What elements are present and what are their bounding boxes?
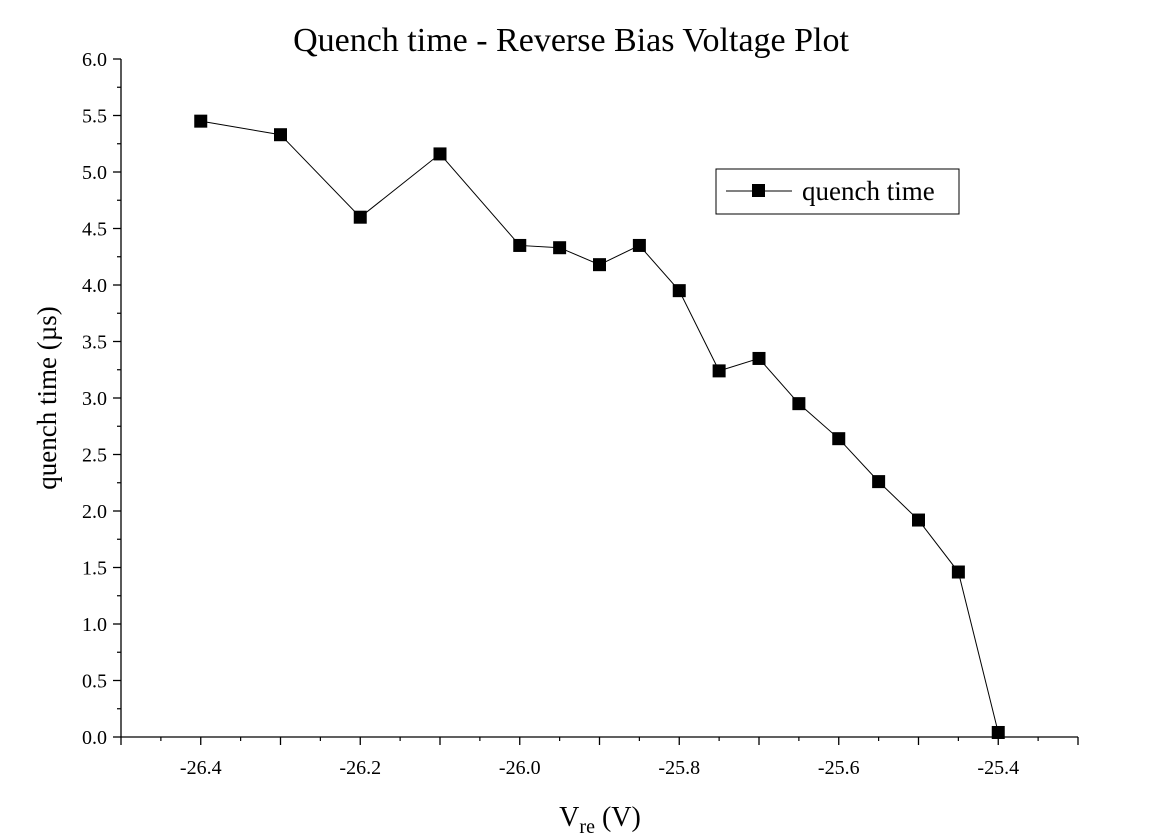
legend-marker <box>752 184 765 197</box>
data-point <box>553 241 567 255</box>
y-tick-label: 5.0 <box>82 162 107 184</box>
legend-label: quench time <box>802 176 935 206</box>
data-point <box>832 432 846 446</box>
x-tick-label: -25.4 <box>977 757 1019 779</box>
x-tick-label: -25.8 <box>658 757 700 779</box>
y-tick-label: 1.0 <box>82 614 107 636</box>
data-point <box>872 475 886 489</box>
x-axis-label-unit: (V) <box>595 802 641 833</box>
data-point <box>194 114 208 128</box>
y-tick-label: 2.5 <box>82 445 107 467</box>
data-point <box>353 210 367 224</box>
data-point <box>712 364 726 378</box>
y-axis-label: quench time (µs) <box>32 306 62 490</box>
data-point <box>274 128 287 142</box>
y-tick-label: 4.0 <box>82 275 107 297</box>
x-axis-label-main: V <box>559 802 579 833</box>
data-point <box>513 238 527 252</box>
y-tick-label: 1.5 <box>82 558 107 580</box>
x-axis-label-sub: re <box>579 816 595 838</box>
x-tick-label: -26.0 <box>499 757 541 779</box>
data-point <box>632 238 646 252</box>
x-tick-label: -26.2 <box>339 757 381 779</box>
legend: quench time <box>715 168 960 215</box>
y-tick-label: 0.0 <box>82 727 107 749</box>
y-tick-label: 4.5 <box>82 219 107 241</box>
x-axis-label: Vre (V) <box>559 802 641 838</box>
data-point <box>433 147 447 161</box>
series-layer <box>194 114 1005 739</box>
data-point <box>951 565 965 579</box>
y-tick-label: 5.5 <box>82 106 107 128</box>
axes: 0.0 0.5 1.0 1.5 2.0 2.5 3.0 3.5 4.0 4.5 5.0 5.5 6.0 -… <box>82 49 1079 779</box>
data-point <box>752 351 766 365</box>
data-point <box>672 284 686 298</box>
x-tick-label: -25.6 <box>818 757 860 779</box>
data-point <box>991 725 1005 739</box>
y-tick-label: 2.0 <box>82 501 107 523</box>
data-point <box>912 513 925 527</box>
data-point <box>792 397 806 411</box>
y-tick-label: 3.5 <box>82 332 107 354</box>
x-tick-label: -26.4 <box>180 757 222 779</box>
y-tick-label: 0.5 <box>82 671 107 693</box>
y-tick-label: 6.0 <box>82 49 107 71</box>
chart-title: Quench time - Reverse Bias Voltage Plot <box>293 22 849 59</box>
y-tick-label: 3.0 <box>82 388 107 410</box>
data-point <box>593 258 606 272</box>
